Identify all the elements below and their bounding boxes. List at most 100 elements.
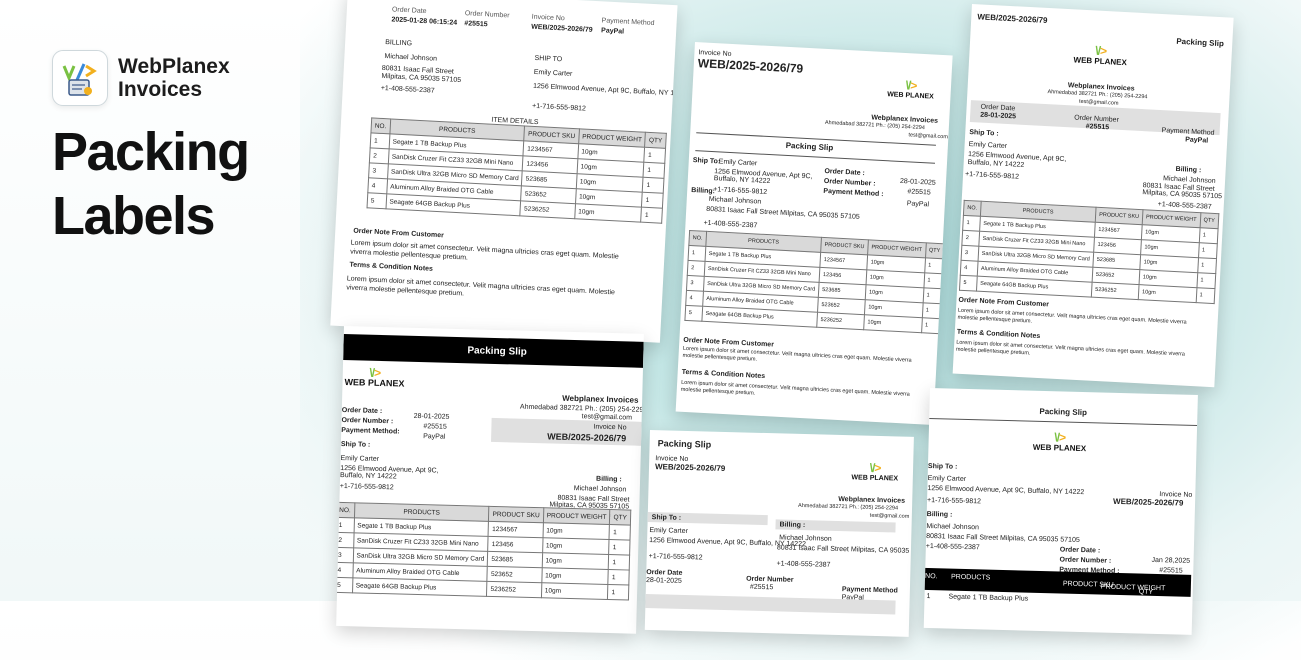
ship-name: Emily Carter [340, 454, 380, 463]
billing-name: Michael Johnson [926, 522, 979, 532]
billing-name: Michael Johnson [779, 534, 832, 543]
ship-phone: +1-716-555-9812 [531, 102, 587, 113]
hero-title: Packing Labels [52, 120, 250, 248]
billing-label: Billing : [779, 521, 806, 530]
hero-line2: Labels [52, 186, 216, 246]
col-qty: QTY [645, 132, 667, 149]
ship-address2: Buffalo, NY 14222 [713, 175, 771, 186]
brand-header: WebPlanex Invoices [52, 50, 230, 106]
row-1-no: 1 [926, 592, 931, 601]
order-date-label: Order Date [391, 6, 427, 16]
app-logo-icon [52, 50, 108, 106]
company-email: test@gmail.com [908, 132, 949, 141]
payment-method-label: Payment Method: [341, 426, 400, 436]
ship-address: 1256 Elmwood Avenue, Apt 9C, Buffalo, NY… [532, 82, 678, 99]
packing-slip-template-6: Packing Slip \/> WEB PLANEX Ship To : Em… [923, 388, 1198, 635]
order-number-value: #25515 [423, 423, 447, 431]
billing-name: Michael Johnson [573, 485, 627, 494]
col-products: PRODUCTS [950, 573, 991, 582]
packing-slip-title: Packing Slip [657, 438, 712, 450]
billing-label: Billing : [1175, 165, 1202, 175]
terms-text: Lorem ipsum dolor sit amet consectetur. … [955, 339, 1186, 358]
ship-phone: +1-716-555-9812 [964, 170, 1020, 181]
order-date-label: Order Date : [341, 406, 383, 416]
terms-title: Terms & Condition Notes [681, 368, 766, 381]
order-date-label: Order Date : [1059, 546, 1101, 555]
ship-label: SHIP TO [534, 54, 563, 64]
webplanex-logo: \/> WEB PLANEX [1065, 43, 1136, 68]
order-number-value: #25515 [907, 188, 931, 197]
packing-slip-title: Packing Slip [467, 345, 527, 358]
billing-label: Billing : [926, 510, 953, 519]
packing-slip-title: Packing Slip [1176, 36, 1225, 49]
order-number-value: #25515 [464, 20, 488, 29]
order-number-label: Order Number : [341, 416, 394, 426]
packing-slip-title: Packing Slip [1039, 406, 1088, 418]
webplanex-logo: \/> WEB PLANEX [845, 461, 906, 484]
billing-name: Michael Johnson [384, 53, 438, 63]
ship-address2: Buffalo, NY 14222 [967, 158, 1025, 169]
payment-method-value: PayPal [423, 433, 446, 441]
payment-method-value: PayPal [600, 27, 625, 36]
billing-phone: +1-408-555-2387 [380, 84, 435, 95]
ship-phone: +1-716-555-9812 [648, 553, 703, 562]
col-weight: PRODUCT WEIGHT [1100, 583, 1166, 593]
ship-phone: +1-716-555-9812 [339, 482, 394, 492]
ship-label: Ship To : [969, 129, 999, 138]
invoice-no-value: WEB/2025-2026/79 [531, 23, 593, 34]
order-date-value: 2025-01-28 06:15:24 [391, 16, 458, 27]
packing-slip-template-3: WEB/2025-2026/79 Packing Slip \/> WEB PL… [952, 4, 1234, 388]
items-table: NO. PRODUCTS PRODUCT SKU PRODUCT WEIGHT QTY … [336, 502, 631, 601]
order-date-value: Jan 28,2025 [1151, 556, 1191, 565]
terms-title: Terms & Condition Notes [956, 328, 1041, 341]
order-note-title: Order Note From Customer [353, 227, 444, 240]
row-1-product: Segate 1 TB Backup Plus [948, 593, 1029, 603]
ship-address2: Buffalo, NY 14222 [339, 471, 397, 481]
order-date-value: 28-01-2025 [899, 177, 936, 187]
ship-label: Ship To : [651, 514, 682, 522]
ship-label: Ship To: [692, 157, 721, 166]
packing-slip-template-5: Packing Slip Invoice No WEB/2025-2026/79… [644, 430, 914, 637]
brand-name-line2: Invoices [118, 78, 203, 101]
order-note-text: Lorem ipsum dolor sit amet consectetur. … [682, 345, 912, 364]
ship-label: Ship To : [340, 440, 371, 449]
order-date-value: 28-01-2025 [645, 576, 682, 585]
brand-name-line1: WebPlanex [118, 55, 230, 78]
terms-text: Lorem ipsum dolor sit amet consectetur. … [346, 275, 616, 298]
ship-label: Ship To : [927, 462, 958, 471]
billing-label: BILLING [385, 39, 413, 48]
invoice-no-label: Invoice No [531, 13, 565, 23]
order-note-title: Order Note From Customer [958, 296, 1050, 309]
order-number-value: #25515 [1085, 123, 1110, 132]
invoice-no-label: Invoice No [593, 423, 627, 432]
payment-method-value: PayPal [906, 200, 930, 209]
billing-phone: +1-408-555-2387 [925, 542, 980, 552]
billing-phone: +1-408-555-2387 [703, 219, 758, 230]
billing-phone: +1-408-555-2387 [776, 560, 831, 569]
order-date-value: 28-01-2025 [413, 412, 450, 421]
invoice-no-value: WEB/2025-2026/79 [654, 462, 726, 473]
billing-label: Billing : [595, 475, 622, 484]
col-qty: QTY [1138, 588, 1154, 596]
packing-slip-template-4: Packing Slip \/> WEB PLANEX Webplanex In… [336, 326, 644, 634]
packing-slip-template-1: Order Date 2025-01-28 06:15:24 Order Num… [330, 0, 678, 343]
items-table: NO. PRODUCTS PRODUCT SKU PRODUCT WEIGHT QTY … [959, 200, 1219, 304]
col-no: NO. [370, 117, 391, 134]
packing-slip-title: Packing Slip [785, 140, 834, 153]
payment-method-value: PayPal [1184, 136, 1209, 145]
packing-slip-template-2: Invoice No WEB/2025-2026/79 \/> WEB PLAN… [675, 42, 953, 425]
invoice-no-value: WEB/2025-2026/79 [697, 56, 804, 76]
ship-name: Emily Carter [649, 527, 688, 536]
hero-line1: Packing [52, 122, 250, 182]
invoice-no-value: WEB/2025-2026/79 [977, 12, 1048, 25]
terms-text: Lorem ipsum dolor sit amet consectetur. … [680, 379, 910, 398]
webplanex-logo: \/> WEB PLANEX [880, 78, 941, 102]
company-email: test@gmail.com [869, 512, 910, 520]
invoice-no-value: WEB/2025-2026/79 [547, 431, 627, 444]
webplanex-logo: \/> WEB PLANEX [1024, 430, 1095, 453]
ship-phone: +1-716-555-9812 [926, 496, 982, 506]
payment-method-label: Payment Method : [823, 187, 884, 199]
order-number-label: Order Number : [1059, 556, 1112, 565]
items-table: NO. PRODUCTS PRODUCT SKU PRODUCT WEIGHT QTY … [366, 117, 667, 224]
ship-name: Emily Carter [533, 68, 573, 78]
